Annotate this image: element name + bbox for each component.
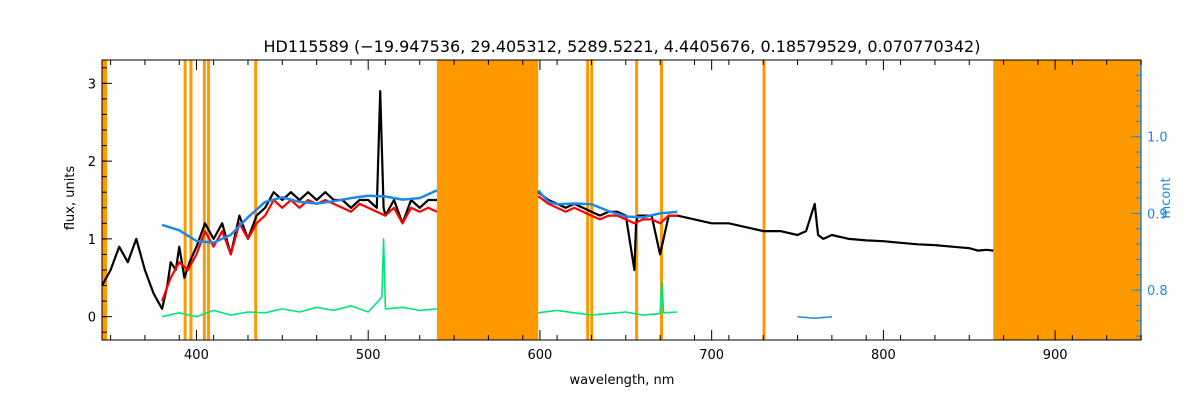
y-tick-label: 1 (88, 233, 96, 248)
x-tick-label: 500 (356, 348, 381, 363)
x-tick-label: 600 (528, 348, 553, 363)
x-tick-label: 700 (699, 348, 724, 363)
series-continuum_low-segment-5 (797, 315, 832, 319)
y-tick-label: 0 (88, 311, 96, 326)
series-observed-segment-0 (101, 89, 437, 310)
series-continuum-segment-0 (161, 189, 438, 244)
series-observed-segment-1 (537, 191, 994, 272)
x-tick-label: 400 (184, 348, 209, 363)
x-tick-label: 800 (871, 348, 896, 363)
y-axis-label: flux, units (63, 166, 78, 231)
data-series (101, 89, 994, 319)
masked-band-2 (993, 60, 1141, 340)
y-tick-label: 3 (88, 77, 96, 92)
series-residual-segment-1 (538, 280, 678, 316)
series-residual-segment-0 (161, 238, 437, 318)
y2-tick-label: 1.0 (1147, 131, 1168, 146)
y2-tick-label: 0.9 (1147, 207, 1168, 222)
masked-band-1 (436, 60, 539, 340)
y2-tick-label: 0.8 (1147, 284, 1168, 299)
y-tick-label: 2 (88, 155, 96, 170)
chart-title: HD115589 (−19.947536, 29.405312, 5289.52… (264, 37, 981, 56)
masked-regions (102, 60, 1141, 340)
masked-band-0 (102, 60, 108, 340)
plot-frame (101, 59, 1142, 341)
x-axis-label: wavelength, nm (570, 373, 675, 388)
bottom-axis: 400 500 600 700 800 900 (110, 330, 1142, 363)
left-axis: 0 1 2 3 (88, 67, 112, 333)
series-model-segment-1 (537, 195, 678, 225)
series-continuum-segment-1 (537, 189, 678, 219)
y2-axis-label: mcont (1159, 177, 1174, 218)
right-axis: 0.8 0.9 1.0 (1131, 60, 1168, 340)
x-tick-label: 900 (1043, 348, 1068, 363)
series-model-segment-0 (161, 198, 438, 302)
top-axis (110, 60, 1142, 70)
